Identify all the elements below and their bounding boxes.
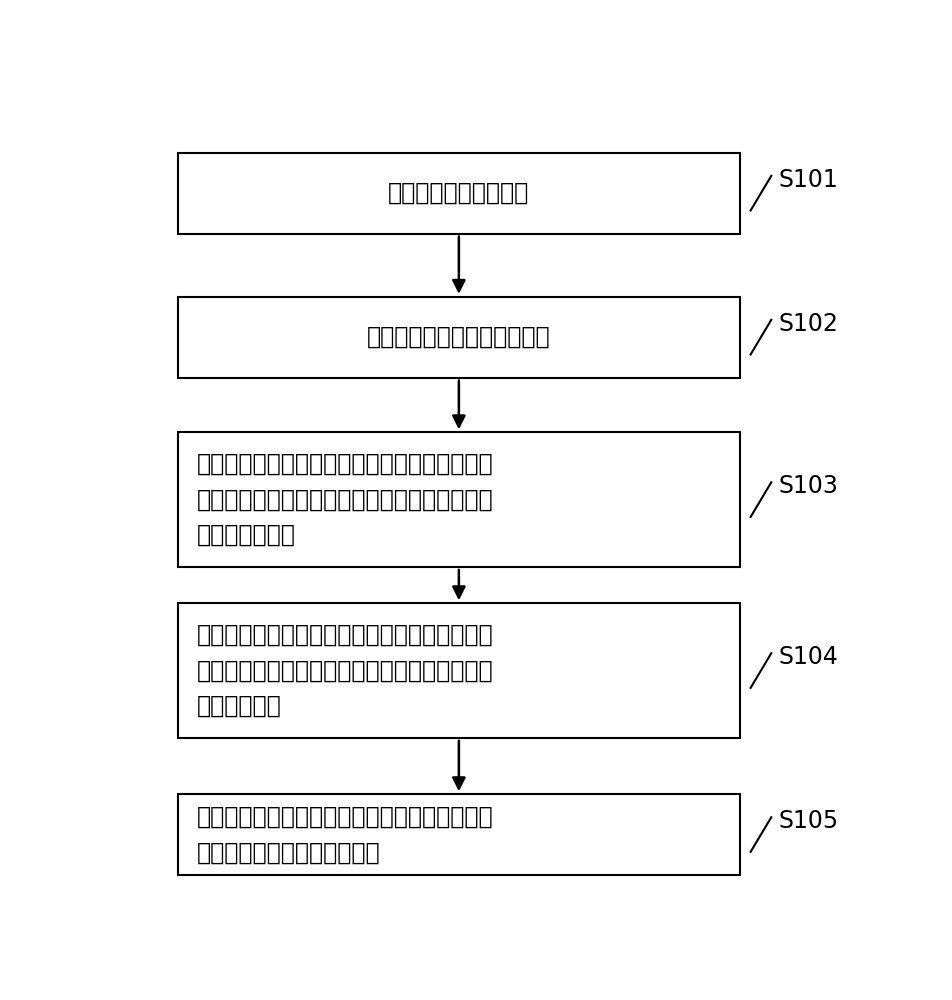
Text: S101: S101: [778, 168, 838, 192]
Text: 多个设备进行通信连接: 多个设备进行通信连接: [387, 181, 529, 205]
Bar: [178, 432, 739, 567]
Bar: [178, 153, 739, 234]
Text: S102: S102: [778, 312, 838, 336]
Bar: [178, 603, 739, 738]
Text: 所述多个设备中发起显示任务的设备作为主设备
将用于显示同一内容的显示信息发送给作为从设
备的其他设备: 所述多个设备中发起显示任务的设备作为主设备 将用于显示同一内容的显示信息发送给作…: [196, 623, 493, 718]
Text: S105: S105: [778, 809, 838, 833]
Text: S103: S103: [778, 474, 838, 498]
Bar: [178, 794, 739, 875]
Text: 已通信连接的所述多个设备按照所述相对位置，
形成由所述多个设备的屏幕组成的用于显示同一
内容的联合屏幕: 已通信连接的所述多个设备按照所述相对位置， 形成由所述多个设备的屏幕组成的用于显…: [196, 452, 493, 547]
Text: 收到显示信息的从设备根据所述显示信息在其屏
幕上显示所述内容的相应部分: 收到显示信息的从设备根据所述显示信息在其屏 幕上显示所述内容的相应部分: [196, 805, 493, 864]
Text: S104: S104: [778, 645, 838, 669]
Bar: [178, 297, 739, 378]
Text: 确定所述多个设备的相对位置: 确定所述多个设备的相对位置: [367, 325, 550, 349]
